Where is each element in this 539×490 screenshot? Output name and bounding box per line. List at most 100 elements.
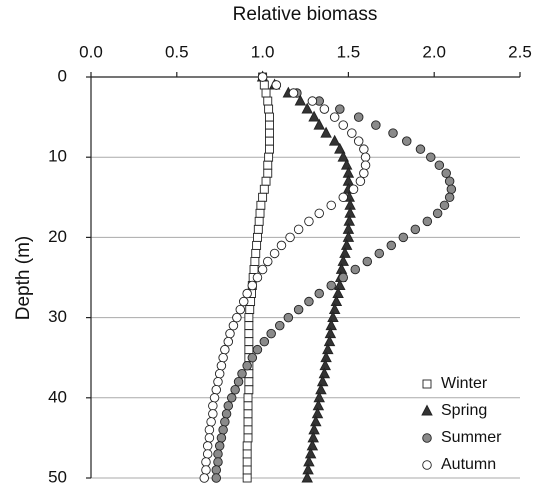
- data-point: [204, 433, 215, 443]
- data-point: [315, 383, 327, 395]
- data-point: [320, 126, 332, 138]
- data-point: [220, 344, 230, 355]
- data-point: [242, 449, 252, 459]
- data-point: [204, 425, 215, 435]
- data-point: [220, 417, 230, 427]
- data-point: [261, 88, 271, 98]
- data-point: [306, 439, 319, 451]
- data-point: [259, 184, 269, 194]
- data-point: [311, 407, 324, 419]
- data-point: [308, 110, 320, 122]
- data-point: [242, 473, 252, 483]
- legend-marker: [422, 460, 432, 470]
- data-point: [235, 304, 246, 315]
- data-point: [265, 128, 274, 138]
- data-point: [441, 168, 451, 178]
- data-point: [327, 311, 339, 323]
- data-point: [225, 328, 235, 339]
- data-point: [360, 152, 371, 162]
- y-axis-title: Depth (m): [13, 236, 34, 320]
- data-point: [342, 230, 355, 242]
- data-point: [244, 377, 254, 387]
- data-point: [271, 80, 282, 90]
- data-point: [247, 280, 258, 291]
- data-point: [328, 134, 341, 146]
- data-point: [253, 232, 262, 242]
- data-point: [238, 296, 249, 307]
- data-point: [350, 264, 361, 275]
- legend-label: Winter: [441, 375, 488, 392]
- data-point: [353, 112, 364, 122]
- data-point: [288, 88, 299, 98]
- data-point: [326, 280, 336, 291]
- legend-marker: [422, 379, 432, 389]
- data-point: [243, 393, 253, 403]
- data-point: [255, 208, 265, 218]
- data-point: [201, 457, 211, 467]
- data-point: [283, 312, 294, 323]
- data-point: [259, 336, 270, 347]
- data-point: [244, 345, 254, 355]
- data-point: [202, 441, 213, 451]
- legend-marker: [422, 433, 432, 443]
- data-point: [211, 473, 222, 483]
- data-point: [319, 104, 330, 114]
- data-point: [263, 96, 273, 106]
- data-point: [228, 320, 239, 331]
- data-point: [329, 112, 340, 122]
- data-point: [209, 393, 220, 403]
- data-point: [264, 152, 274, 162]
- x-tick-label: 1.0: [251, 42, 275, 61]
- data-point: [314, 208, 324, 219]
- data-point: [265, 120, 274, 130]
- data-point: [216, 360, 227, 371]
- data-point: [254, 216, 264, 226]
- data-point: [275, 320, 285, 331]
- data-point: [265, 136, 274, 146]
- data-point: [285, 232, 295, 243]
- data-point: [263, 160, 273, 170]
- data-point: [353, 136, 364, 146]
- data-point: [337, 254, 349, 266]
- data-point: [253, 224, 263, 234]
- data-point: [208, 409, 218, 419]
- data-point: [242, 457, 252, 467]
- data-point: [251, 248, 261, 258]
- data-point: [322, 343, 334, 355]
- y-tick-label: 10: [48, 147, 67, 166]
- data-point: [242, 288, 252, 299]
- data-point: [257, 264, 268, 275]
- data-point: [316, 375, 329, 387]
- data-point: [338, 120, 349, 130]
- data-point: [244, 321, 254, 331]
- data-point: [359, 144, 369, 154]
- data-point: [257, 72, 268, 82]
- data-point: [243, 433, 253, 443]
- data-point: [211, 385, 222, 395]
- data-point: [208, 401, 218, 411]
- data-point: [355, 176, 366, 187]
- data-point: [276, 240, 287, 251]
- data-point: [359, 168, 369, 178]
- data-point: [388, 128, 398, 138]
- data-point: [242, 441, 252, 451]
- data-point: [206, 417, 216, 427]
- data-point: [334, 142, 346, 154]
- data-point: [328, 303, 341, 315]
- x-tick-label: 2.5: [508, 42, 532, 61]
- data-point: [233, 377, 244, 387]
- data-point: [259, 80, 269, 90]
- data-point: [237, 368, 247, 379]
- data-point: [213, 457, 223, 467]
- data-point: [326, 200, 336, 211]
- data-point: [335, 104, 345, 114]
- data-point: [269, 248, 280, 259]
- x-tick-label: 0.5: [165, 42, 189, 61]
- data-point: [348, 184, 359, 195]
- data-point: [250, 257, 260, 266]
- data-point: [242, 360, 252, 371]
- data-point: [252, 344, 263, 355]
- data-point: [243, 401, 253, 411]
- data-point: [444, 176, 455, 187]
